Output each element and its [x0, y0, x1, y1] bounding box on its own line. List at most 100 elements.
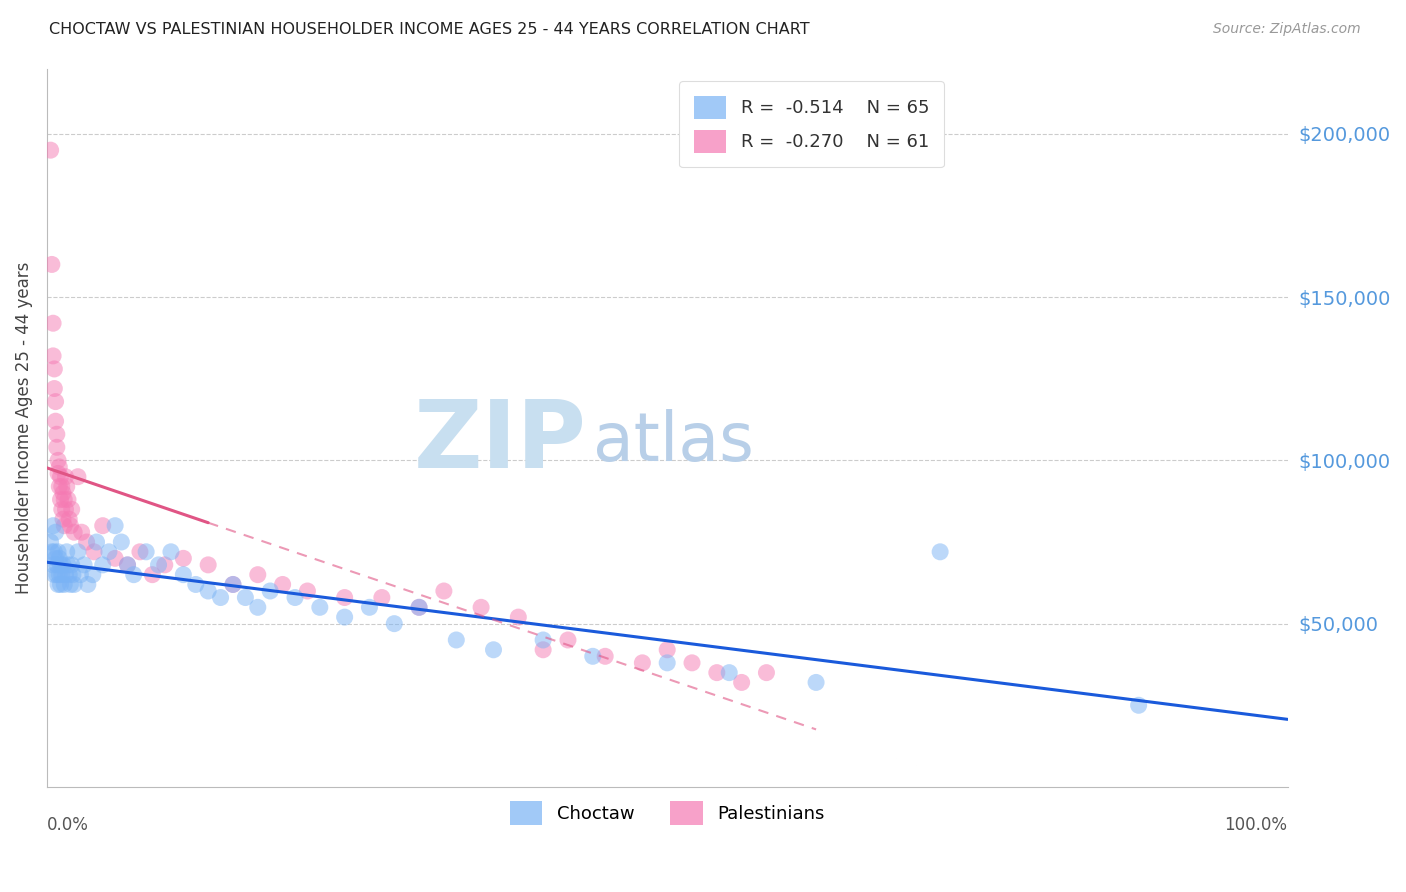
Point [42, 558, 65, 572]
Point [44, 545, 66, 559]
Point [56, 558, 79, 572]
Point [172, 551, 194, 566]
Point [531, 632, 554, 647]
Point [104, 551, 127, 566]
Point [557, 632, 579, 647]
Text: atlas: atlas [593, 409, 754, 475]
Point [359, 600, 381, 615]
Point [60, 502, 83, 516]
Point [55, 567, 77, 582]
Point [86, 535, 108, 549]
Point [44, 382, 66, 396]
Point [122, 567, 145, 582]
Point [104, 518, 127, 533]
Point [60, 558, 83, 572]
Point [197, 558, 219, 572]
Point [49, 469, 72, 483]
Point [246, 600, 269, 615]
Point [48, 551, 70, 566]
Point [52, 512, 75, 526]
Point [1128, 698, 1150, 713]
Point [681, 656, 703, 670]
Point [408, 600, 430, 615]
Point [39, 535, 62, 549]
Point [45, 551, 67, 566]
Point [117, 558, 139, 572]
Point [153, 558, 176, 572]
Text: CHOCTAW VS PALESTINIAN HOUSEHOLDER INCOME AGES 25 - 44 YEARS CORRELATION CHART: CHOCTAW VS PALESTINIAN HOUSEHOLDER INCOM… [49, 22, 810, 37]
Point [382, 616, 405, 631]
Point [51, 479, 73, 493]
Point [297, 584, 319, 599]
Point [42, 518, 65, 533]
Point [49, 577, 72, 591]
Point [197, 584, 219, 599]
Point [45, 427, 67, 442]
Point [371, 591, 394, 605]
Point [46, 453, 69, 467]
Point [755, 665, 778, 680]
Point [271, 577, 294, 591]
Point [55, 479, 77, 493]
Point [51, 502, 73, 516]
Point [66, 469, 89, 483]
Point [53, 518, 76, 533]
Point [308, 600, 330, 615]
Point [52, 558, 75, 572]
Point [45, 558, 67, 572]
Point [82, 567, 104, 582]
Text: 100.0%: 100.0% [1225, 815, 1288, 834]
Point [59, 577, 82, 591]
Point [184, 577, 207, 591]
Y-axis label: Householder Income Ages 25 - 44 years: Householder Income Ages 25 - 44 years [15, 261, 32, 594]
Point [41, 257, 63, 271]
Point [44, 362, 66, 376]
Point [129, 545, 152, 559]
Point [48, 479, 70, 493]
Point [433, 584, 456, 599]
Point [246, 567, 269, 582]
Point [52, 486, 75, 500]
Point [45, 525, 67, 540]
Point [55, 502, 77, 516]
Point [69, 567, 91, 582]
Point [209, 591, 232, 605]
Point [76, 535, 98, 549]
Point [48, 459, 70, 474]
Point [110, 535, 132, 549]
Point [42, 316, 65, 330]
Point [45, 567, 67, 582]
Point [482, 642, 505, 657]
Point [55, 545, 77, 559]
Text: 0.0%: 0.0% [46, 815, 89, 834]
Point [333, 591, 356, 605]
Point [97, 545, 120, 559]
Point [730, 675, 752, 690]
Point [63, 577, 86, 591]
Point [58, 512, 80, 526]
Point [333, 610, 356, 624]
Point [929, 545, 952, 559]
Point [718, 665, 741, 680]
Point [531, 642, 554, 657]
Point [51, 567, 73, 582]
Point [657, 656, 679, 670]
Point [41, 545, 63, 559]
Point [48, 567, 70, 582]
Point [42, 349, 65, 363]
Point [141, 567, 163, 582]
Point [66, 545, 89, 559]
Point [91, 518, 114, 533]
Point [593, 649, 616, 664]
Point [446, 632, 468, 647]
Point [160, 545, 183, 559]
Point [284, 591, 307, 605]
Point [44, 567, 66, 582]
Point [135, 545, 157, 559]
Point [408, 600, 430, 615]
Point [259, 584, 281, 599]
Point [49, 558, 72, 572]
Text: ZIP: ZIP [413, 396, 586, 488]
Point [45, 414, 67, 428]
Point [63, 525, 86, 540]
